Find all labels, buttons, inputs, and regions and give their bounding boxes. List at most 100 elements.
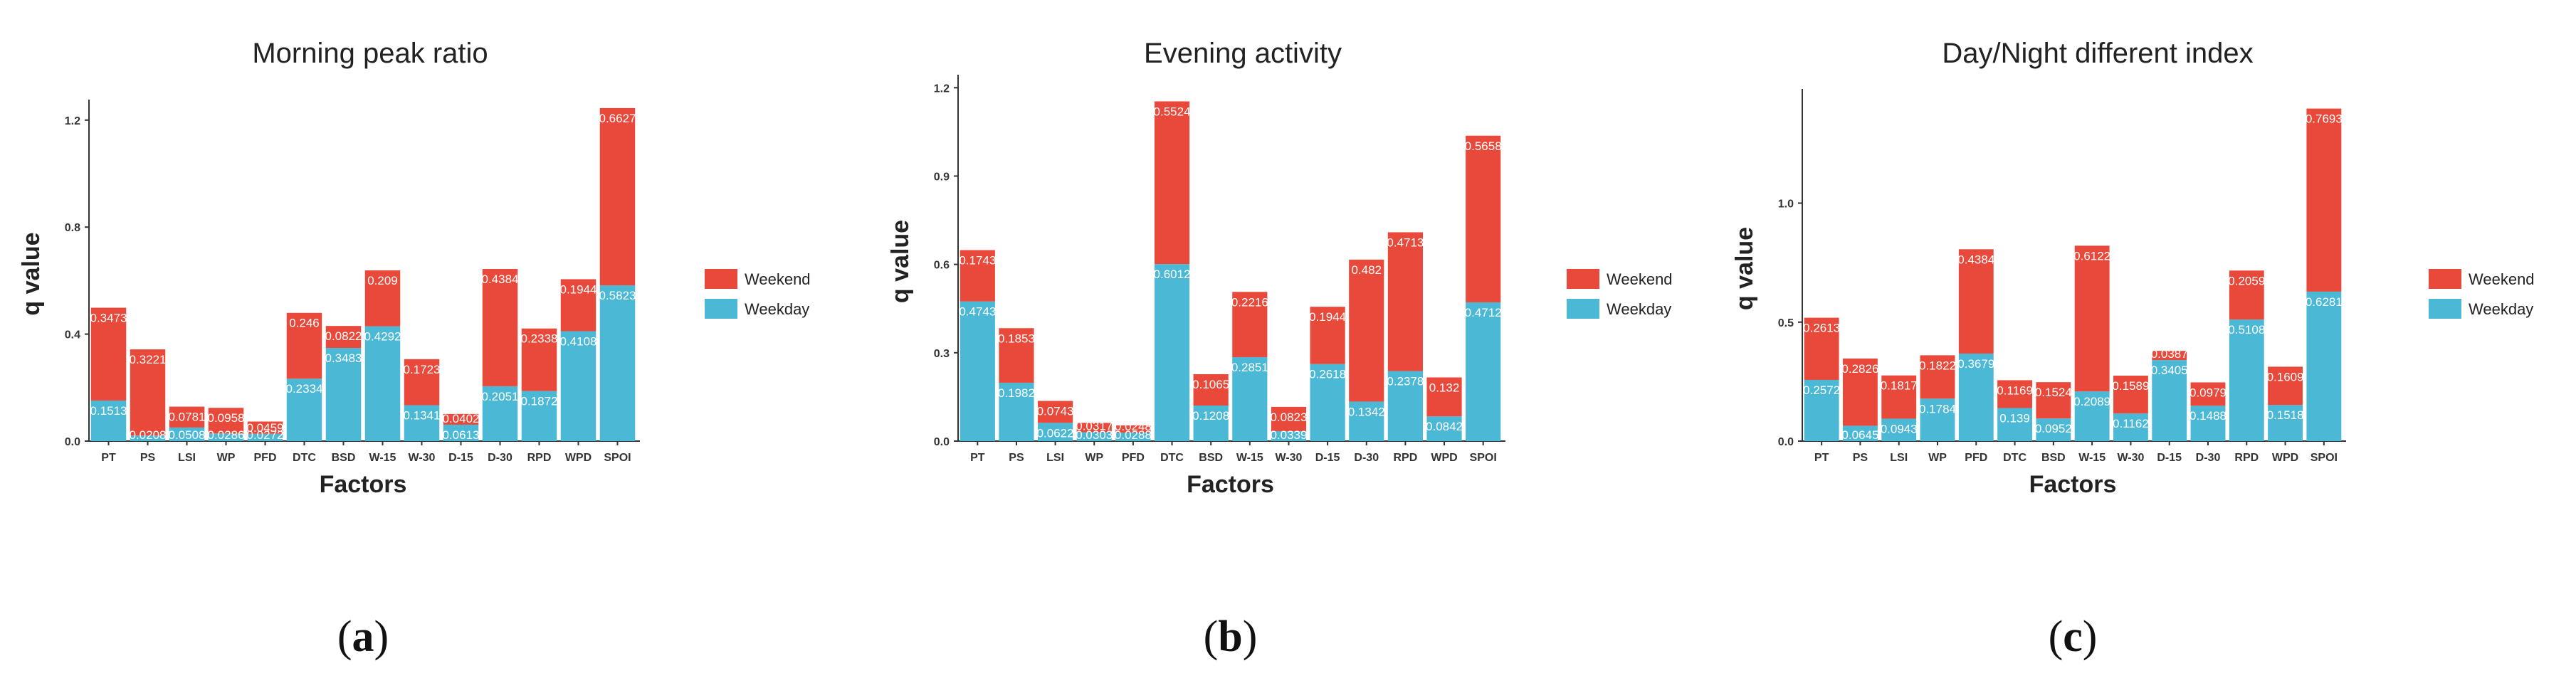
data-label-weekday: 0.0288 xyxy=(1115,428,1152,442)
data-label-weekend: 0.1723 xyxy=(404,363,441,376)
bar-weekday-rpd xyxy=(2229,319,2264,441)
bar-weekend-rpd xyxy=(1387,232,1423,371)
bar-weekday-bsd xyxy=(325,348,362,441)
legend-label-weekend: Weekend xyxy=(745,270,811,288)
data-label-weekend: 0.1743 xyxy=(959,254,996,268)
legend-label-weekday: Weekday xyxy=(1607,300,1671,318)
bar-weekend-pfd xyxy=(1115,425,1151,433)
x-tick-label: D-30 xyxy=(2196,452,2221,464)
data-label-weekday: 0.1513 xyxy=(90,404,127,418)
bar-weekday-d-15 xyxy=(443,424,479,441)
data-label-weekend: 0.1944 xyxy=(560,282,597,296)
bar-weekend-ps xyxy=(1843,358,1878,426)
data-label-weekday: 0.6012 xyxy=(1154,268,1191,281)
data-label-weekday: 0.0645 xyxy=(1841,428,1878,442)
data-label-weekend: 0.4713 xyxy=(1387,235,1424,249)
x-tick-label: BSD xyxy=(1199,452,1223,464)
x-axis-label: Factors xyxy=(2029,471,2117,498)
bar-weekday-spoi xyxy=(2306,291,2342,441)
y-tick-label: 0.5 xyxy=(1778,317,1794,329)
data-label-weekday: 0.4292 xyxy=(364,330,401,344)
bar-weekday-wp xyxy=(208,433,244,441)
data-label-weekend: 0.4384 xyxy=(1957,253,1994,266)
data-label-weekday: 0.0842 xyxy=(1426,420,1463,433)
x-tick-label: D-15 xyxy=(448,452,473,464)
bar-weekday-w-15 xyxy=(2074,391,2110,441)
bar-weekday-bsd xyxy=(2036,418,2071,441)
y-tick-label: 0.0 xyxy=(65,436,80,448)
x-tick-label: WP xyxy=(217,452,236,464)
data-label-weekday: 0.1982 xyxy=(998,386,1035,400)
bar-weekend-dtc xyxy=(286,312,322,379)
bar-weekend-wpd xyxy=(2268,366,2303,406)
data-label-weekend: 0.2826 xyxy=(1841,362,1878,376)
y-tick-label: 1.0 xyxy=(1778,198,1794,211)
data-label-weekend: 0.3221 xyxy=(130,353,167,366)
data-label-weekend: 0.0402 xyxy=(443,412,480,425)
bar-weekend-ps xyxy=(999,328,1034,383)
x-axis-label: Factors xyxy=(1187,471,1274,498)
chart-panel-b: Evening activity 0.0 0.3 0.6 0.9 1.2 q value 0.… xyxy=(887,38,1673,661)
x-tick-label: W-15 xyxy=(2078,452,2106,464)
legend-swatch-weekend xyxy=(1567,269,1599,289)
bar-weekday-d-30 xyxy=(482,386,518,441)
data-label-weekday: 0.139 xyxy=(1999,412,2030,425)
data-label-weekday: 0.0272 xyxy=(247,428,284,442)
bar-weekend-dtc xyxy=(1997,380,2032,408)
x-tick-label: RPD xyxy=(2234,452,2259,464)
bar-weekday-pfd xyxy=(1958,353,1994,441)
bar-weekday-wpd xyxy=(2268,405,2303,441)
data-label-weekday: 0.2089 xyxy=(2073,395,2110,408)
x-tick-label: W-30 xyxy=(2117,452,2144,464)
y-tick-label: 0.6 xyxy=(934,260,950,272)
panel-caption: (b) xyxy=(1204,613,1258,661)
bar-weekday-ps xyxy=(999,382,1034,441)
data-label-weekday: 0.0943 xyxy=(1881,422,1918,435)
data-label-weekday: 0.2572 xyxy=(1803,383,1840,397)
y-axis-label: q value xyxy=(1731,227,1758,310)
bar-weekend-d-15 xyxy=(443,413,479,425)
data-label-weekday: 0.1162 xyxy=(2113,417,2149,430)
bar-weekday-wp xyxy=(1920,398,1955,441)
bar-weekday-w-30 xyxy=(404,405,440,441)
y-tick-label: 0.8 xyxy=(65,222,80,234)
data-label-weekday: 0.2618 xyxy=(1309,368,1346,381)
x-tick-label: W-30 xyxy=(409,452,436,464)
y-axis-label: q value xyxy=(18,232,45,315)
data-label-weekend: 0.1524 xyxy=(2035,386,2072,399)
bar-weekday-pfd xyxy=(1115,433,1151,441)
x-tick-label: D-15 xyxy=(2157,452,2182,464)
y-tick-label: 0.0 xyxy=(1778,436,1794,448)
bar-weekday-rpd xyxy=(521,391,557,441)
bar-weekend-rpd xyxy=(521,328,557,391)
y-axis-label: q value xyxy=(887,220,914,303)
x-tick-label: LSI xyxy=(1890,452,1908,464)
x-tick-label: RPD xyxy=(1394,452,1418,464)
bar-weekday-d-30 xyxy=(1349,401,1384,441)
data-label-weekday: 0.1872 xyxy=(521,395,558,408)
bar-weekend-w-15 xyxy=(2074,245,2110,392)
x-tick-label: D-30 xyxy=(1354,452,1379,464)
data-label-weekend: 0.209 xyxy=(367,274,398,287)
bar-weekend-spoi xyxy=(1466,135,1501,302)
data-label-weekday: 0.1208 xyxy=(1192,409,1229,423)
y-tick-label: 1.2 xyxy=(65,115,80,127)
bar-weekend-d-15 xyxy=(2152,351,2187,361)
x-tick-label: WPD xyxy=(2272,452,2298,464)
bar-weekend-lsi xyxy=(1038,401,1073,423)
data-label-weekend: 0.132 xyxy=(1429,381,1460,395)
data-label-weekend: 0.1169 xyxy=(1997,383,2033,397)
bar-weekday-wpd xyxy=(560,331,596,441)
x-tick-label: D-15 xyxy=(1315,452,1340,464)
bar-weekday-w-30 xyxy=(1271,430,1307,441)
bar-weekend-wpd xyxy=(1426,377,1462,417)
x-tick-label: LSI xyxy=(1046,452,1064,464)
data-label-weekend: 0.1944 xyxy=(1309,310,1346,324)
bar-weekday-w-15 xyxy=(1232,356,1268,441)
legend-swatch-weekend xyxy=(2429,269,2461,289)
bar-weekday-w-30 xyxy=(2113,413,2148,441)
bar-weekend-lsi xyxy=(1881,375,1917,419)
y-tick-label: 1.2 xyxy=(934,83,950,95)
bar-weekday-dtc xyxy=(1997,408,2032,441)
